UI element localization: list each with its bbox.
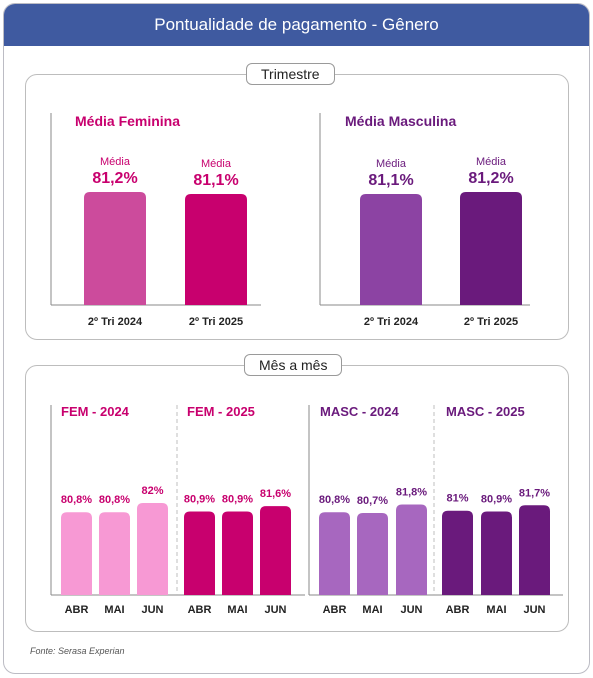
masc-month-value-label: 80,7% (357, 495, 388, 507)
fem-quarter-tick-label: 2º Tri 2025 (189, 316, 243, 328)
masc-month-tick-label: JUN (400, 604, 422, 616)
masc-quarter-value-label: 81,2% (468, 170, 513, 187)
fem-month-group-title: FEM - 2024 (61, 404, 130, 419)
masc-month-bar (319, 512, 350, 595)
masc-month-bar (357, 513, 388, 595)
fem-month-tick-label: ABR (65, 604, 89, 616)
masc-month-tick-label: JUN (523, 604, 545, 616)
masc-quarter-value-prefix: Média (476, 156, 507, 168)
masc-month-bar (396, 504, 427, 595)
fem-month-group-title: FEM - 2025 (187, 404, 255, 419)
fem-month-value-label: 80,9% (184, 493, 215, 505)
fem-month-tick-label: JUN (264, 604, 286, 616)
fem-quarter-bar (185, 194, 247, 305)
masc-month-group-title: MASC - 2024 (320, 404, 400, 419)
masc-month-tick-label: ABR (323, 604, 347, 616)
fem-month-tick-label: MAI (227, 604, 247, 616)
masc-month-bar (481, 511, 512, 595)
fem-month-bar (61, 512, 92, 595)
fem-month-value-label: 82% (141, 485, 163, 497)
fem-month-bar (184, 511, 215, 595)
fem-month-value-label: 80,9% (222, 493, 253, 505)
masc-quarter-value-label: 81,1% (368, 172, 413, 189)
fem-month-tick-label: ABR (188, 604, 212, 616)
masc-month-tick-label: ABR (446, 604, 470, 616)
fem-quarter-value-prefix: Média (201, 158, 232, 170)
fem-month-tick-label: MAI (104, 604, 124, 616)
masc-month-value-label: 81% (446, 493, 468, 505)
masc-quarter-tick-label: 2º Tri 2025 (464, 316, 518, 328)
masc-quarter-value-prefix: Média (376, 158, 407, 170)
fem-month-value-label: 80,8% (99, 494, 130, 506)
fem-quarter-tick-label: 2º Tri 2024 (88, 316, 143, 328)
fem-quarter-value-label: 81,2% (92, 170, 137, 187)
fem-quarter-bar (84, 192, 146, 305)
source-note: Fonte: Serasa Experian (30, 646, 125, 656)
fem-month-tick-label: JUN (141, 604, 163, 616)
masc-month-group-title: MASC - 2025 (446, 404, 525, 419)
masc-month-value-label: 80,8% (319, 494, 350, 506)
masc-quarter-bar (360, 194, 422, 305)
masc-month-value-label: 80,9% (481, 493, 512, 505)
fem-month-bar (222, 511, 253, 595)
masc-month-value-label: 81,7% (519, 487, 550, 499)
fem-quarter-value-label: 81,1% (193, 172, 238, 189)
masc-quarter-bar (460, 192, 522, 305)
monthly-panel-title: Mês a mês (244, 354, 343, 376)
masc-month-tick-label: MAI (486, 604, 506, 616)
fem-month-value-label: 81,6% (260, 488, 291, 500)
masc-month-tick-label: MAI (362, 604, 382, 616)
fem-quarter-value-prefix: Média (100, 156, 131, 168)
masc-quarter-chart-title: Média Masculina (345, 113, 456, 129)
fem-quarter-chart-title: Média Feminina (75, 113, 180, 129)
masc-month-bar (442, 510, 473, 595)
fem-month-bar (260, 506, 291, 595)
masc-month-bar (519, 505, 550, 595)
page-title: Pontualidade de pagamento - Gênero (4, 4, 589, 46)
fem-month-bar (137, 502, 168, 595)
fem-month-bar (99, 512, 130, 595)
fem-month-value-label: 80,8% (61, 494, 92, 506)
quarter-panel-title: Trimestre (246, 63, 335, 85)
masc-quarter-tick-label: 2º Tri 2024 (364, 316, 419, 328)
masc-month-value-label: 81,8% (396, 487, 427, 499)
